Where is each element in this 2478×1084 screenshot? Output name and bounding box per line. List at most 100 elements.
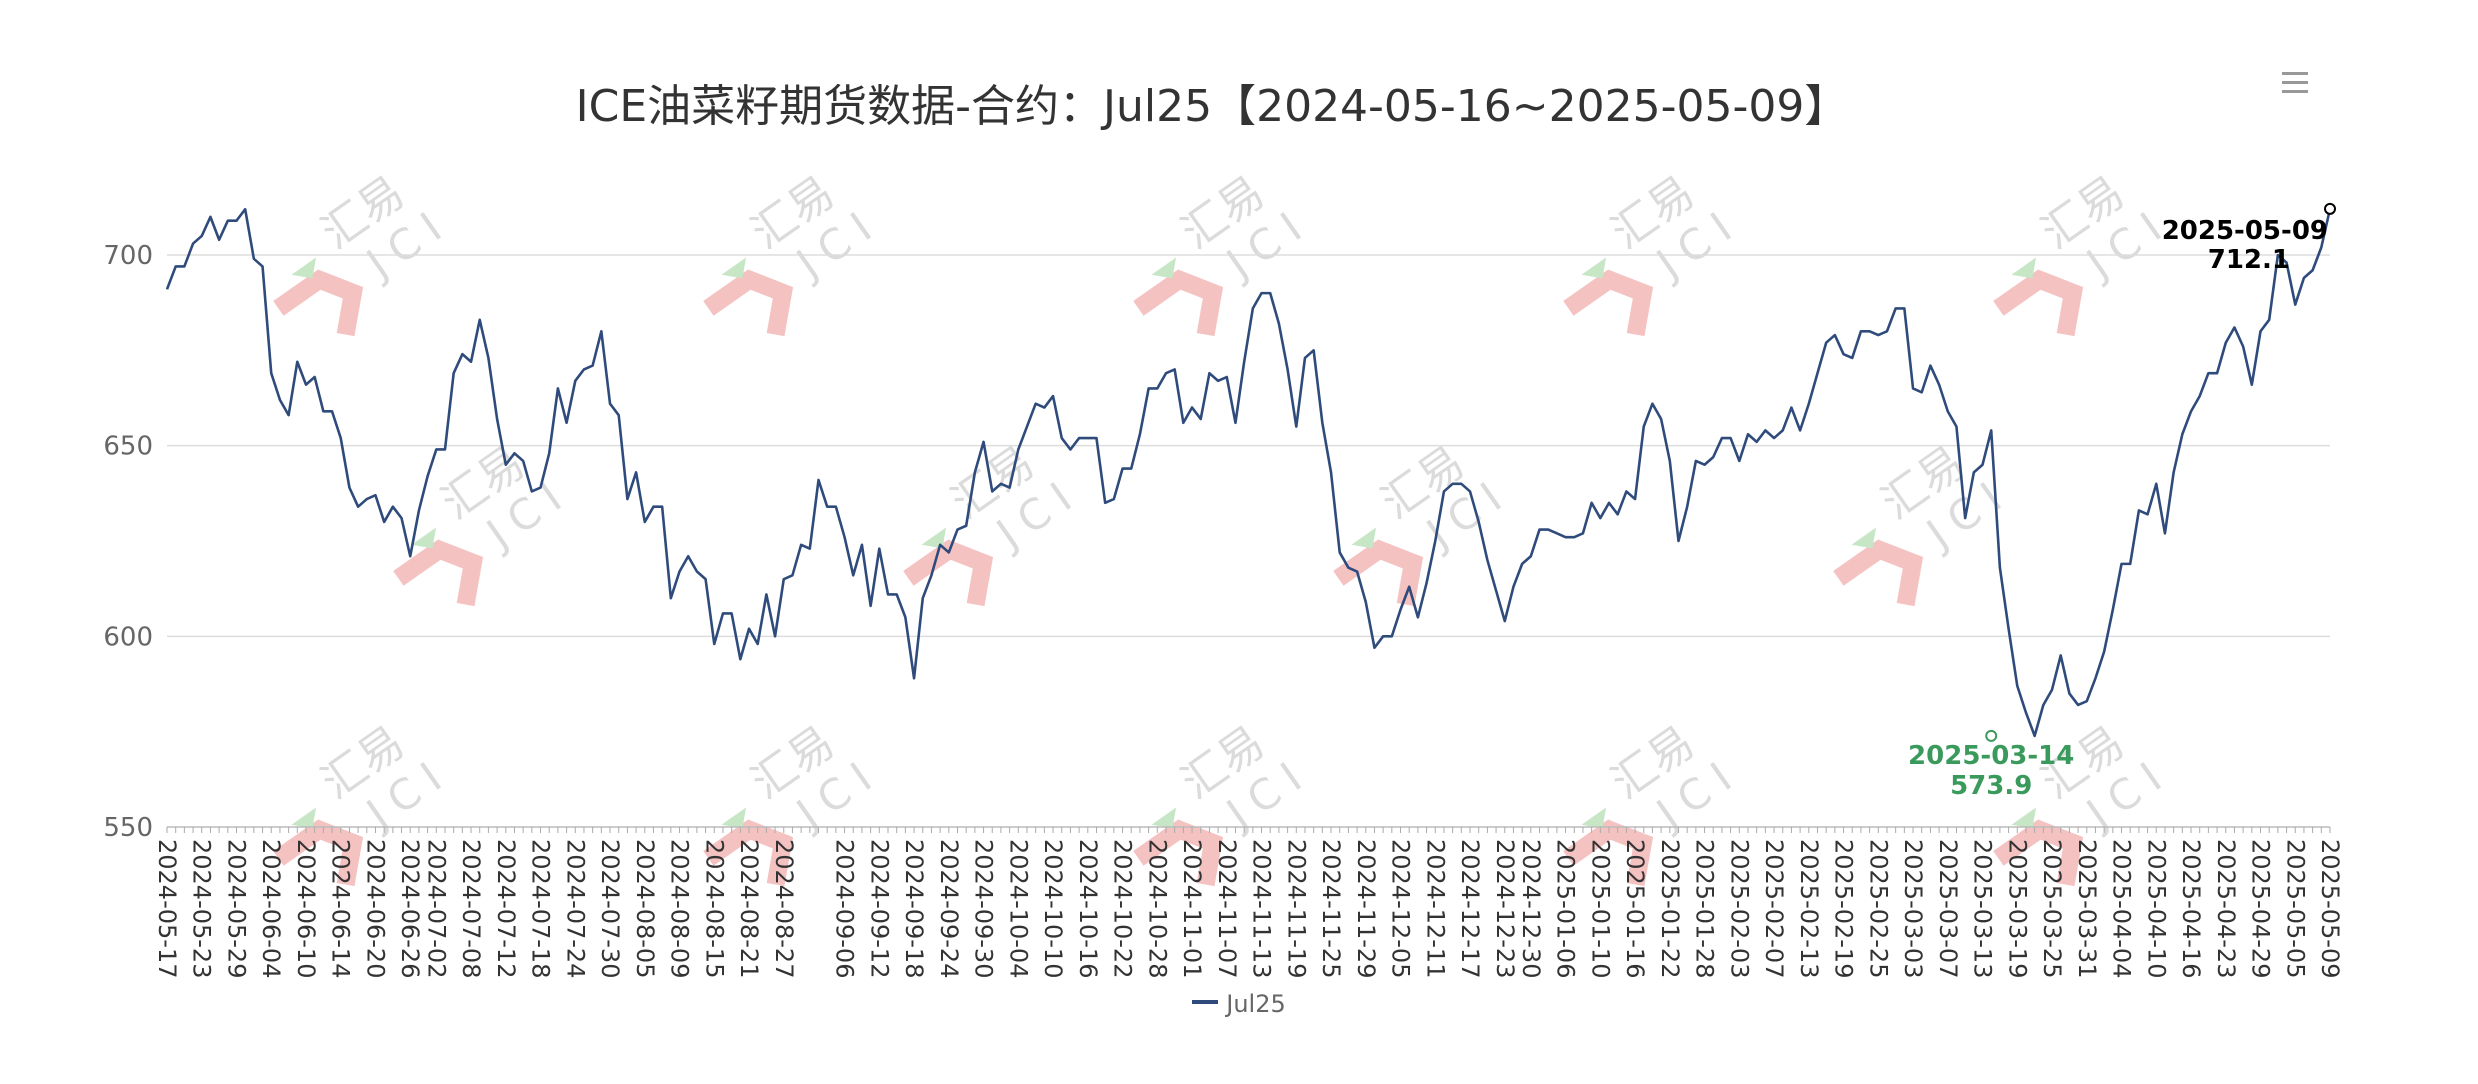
- watermark-mark: [703, 819, 794, 887]
- watermark-mark: [2011, 807, 2037, 829]
- x-tick-label: 2025-05-05: [2281, 839, 2309, 978]
- max-value-label: 712.1: [2208, 245, 2290, 275]
- x-tick-label: 2024-08-05: [631, 839, 659, 978]
- x-tick-label: 2024-09-30: [970, 839, 998, 978]
- watermark-mark: [721, 257, 747, 279]
- grid-lines: [167, 254, 2330, 828]
- y-tick-label: 700: [103, 241, 153, 271]
- x-tick-label: 2024-07-30: [596, 839, 624, 978]
- x-tick-label: 2024-11-29: [1352, 839, 1380, 978]
- x-tick-label: 2025-01-28: [1691, 839, 1719, 978]
- x-tick-label: 2024-05-17: [153, 839, 181, 978]
- x-tick-label: 2024-08-27: [770, 839, 798, 978]
- x-tick-label: 2024-08-21: [735, 839, 763, 978]
- x-tick-label: 2024-10-10: [1039, 839, 1067, 978]
- x-tick-label: 2024-11-07: [1213, 839, 1241, 978]
- x-tick-label: 2025-04-04: [2108, 839, 2136, 978]
- x-tick-label: 2024-05-23: [188, 839, 216, 978]
- watermark-mark: [1581, 807, 1607, 829]
- x-tick-label: 2024-12-05: [1387, 839, 1415, 978]
- watermark-mark: [1993, 819, 2084, 887]
- watermark-mark: [291, 807, 317, 829]
- y-tick-label: 550: [103, 813, 153, 843]
- x-tick-label: 2024-11-01: [1178, 839, 1206, 978]
- x-tick-label: 2025-03-07: [1934, 839, 1962, 978]
- watermark-mark: [273, 819, 364, 887]
- x-tick-label: 2025-02-25: [1864, 839, 1892, 978]
- series-line-jul25: [165, 207, 2332, 738]
- x-tick-label: 2025-01-10: [1586, 839, 1614, 978]
- watermark-mark: [411, 527, 437, 549]
- y-tick-label: 600: [103, 622, 153, 652]
- x-tick-label: 2025-02-19: [1830, 839, 1858, 978]
- watermark-mark: [291, 257, 317, 279]
- watermark-mark: [1151, 807, 1177, 829]
- x-tick-label: 2024-06-14: [327, 839, 355, 978]
- x-tick-label: 2024-11-19: [1282, 839, 1310, 978]
- watermark-mark: [1563, 819, 1654, 887]
- x-tick-label: 2024-10-16: [1074, 839, 1102, 978]
- x-tick-label: 2025-04-23: [2212, 839, 2240, 978]
- legend-label-jul25: Jul25: [1226, 990, 1286, 1018]
- legend[interactable]: Jul25: [0, 990, 2478, 1018]
- x-tick-label: 2024-09-24: [935, 839, 963, 978]
- x-tick-label: 2025-04-16: [2177, 839, 2205, 978]
- x-tick-label: 2024-06-20: [361, 839, 389, 978]
- x-tick-label: 2025-03-19: [2003, 839, 2031, 978]
- watermark-mark: [1581, 257, 1607, 279]
- x-tick-label: 2024-06-10: [292, 839, 320, 978]
- legend-swatch-jul25: [1192, 1000, 1219, 1004]
- watermark-mark: [1133, 269, 1224, 337]
- min-point-marker: [1985, 729, 1998, 742]
- x-tick-label: 2024-07-24: [561, 839, 589, 978]
- x-tick-label: 2025-01-16: [1621, 839, 1649, 978]
- x-tick-label: 2025-01-06: [1552, 839, 1580, 978]
- watermark-mark: [273, 269, 364, 337]
- x-tick-label: 2024-07-02: [422, 839, 450, 978]
- x-tick-label: 2024-12-23: [1491, 839, 1519, 978]
- x-tick-label: 2024-07-18: [527, 839, 555, 978]
- min-date-label: 2025-03-14: [1908, 741, 2074, 771]
- x-tick-label: 2024-10-04: [1004, 839, 1032, 978]
- x-tick-label: 2025-05-09: [2316, 839, 2344, 978]
- watermark-mark: [703, 269, 794, 337]
- x-tick-label: 2025-02-13: [1795, 839, 1823, 978]
- watermark-mark: [1993, 269, 2084, 337]
- x-tick-label: 2024-06-04: [257, 839, 285, 978]
- x-tick-label: 2024-09-06: [831, 839, 859, 978]
- x-tick-label: 2024-08-15: [700, 839, 728, 978]
- x-tick-label: 2025-04-10: [2142, 839, 2170, 978]
- x-tick-label: 2024-12-11: [1421, 839, 1449, 978]
- x-tick-label: 2024-09-12: [865, 839, 893, 978]
- x-tick-label: 2025-02-03: [1725, 839, 1753, 978]
- chart-title: ICE油菜籽期货数据-合约：Jul25【2024-05-16~2025-05-0…: [575, 81, 1849, 132]
- x-axis: 2024-05-17 2024-05-23 2024-05-29 2024-06-04…: [153, 827, 2344, 978]
- x-tick-label: 2024-10-22: [1109, 839, 1137, 978]
- watermark-mark: [1333, 539, 1424, 607]
- x-tick-label: 2024-11-13: [1248, 839, 1276, 978]
- watermark-mark: [721, 807, 747, 829]
- max-point-marker: [2324, 202, 2336, 215]
- x-tick-label: 2024-08-09: [666, 839, 694, 978]
- x-tick-label: 2024-05-29: [222, 839, 250, 978]
- x-tick-label: 2024-07-12: [492, 839, 520, 978]
- x-tick-label: 2024-12-30: [1517, 839, 1545, 978]
- watermark-mark: [1851, 527, 1877, 549]
- hamburger-menu-icon[interactable]: [2278, 66, 2312, 100]
- watermark-mark: [393, 539, 484, 607]
- watermark-mark: [1151, 257, 1177, 279]
- x-tick-label: 2025-03-03: [1899, 839, 1927, 978]
- max-date-label: 2025-05-09: [2162, 216, 2328, 246]
- min-value-label: 573.9: [1950, 771, 2032, 801]
- x-tick-label: 2024-10-28: [1143, 839, 1171, 978]
